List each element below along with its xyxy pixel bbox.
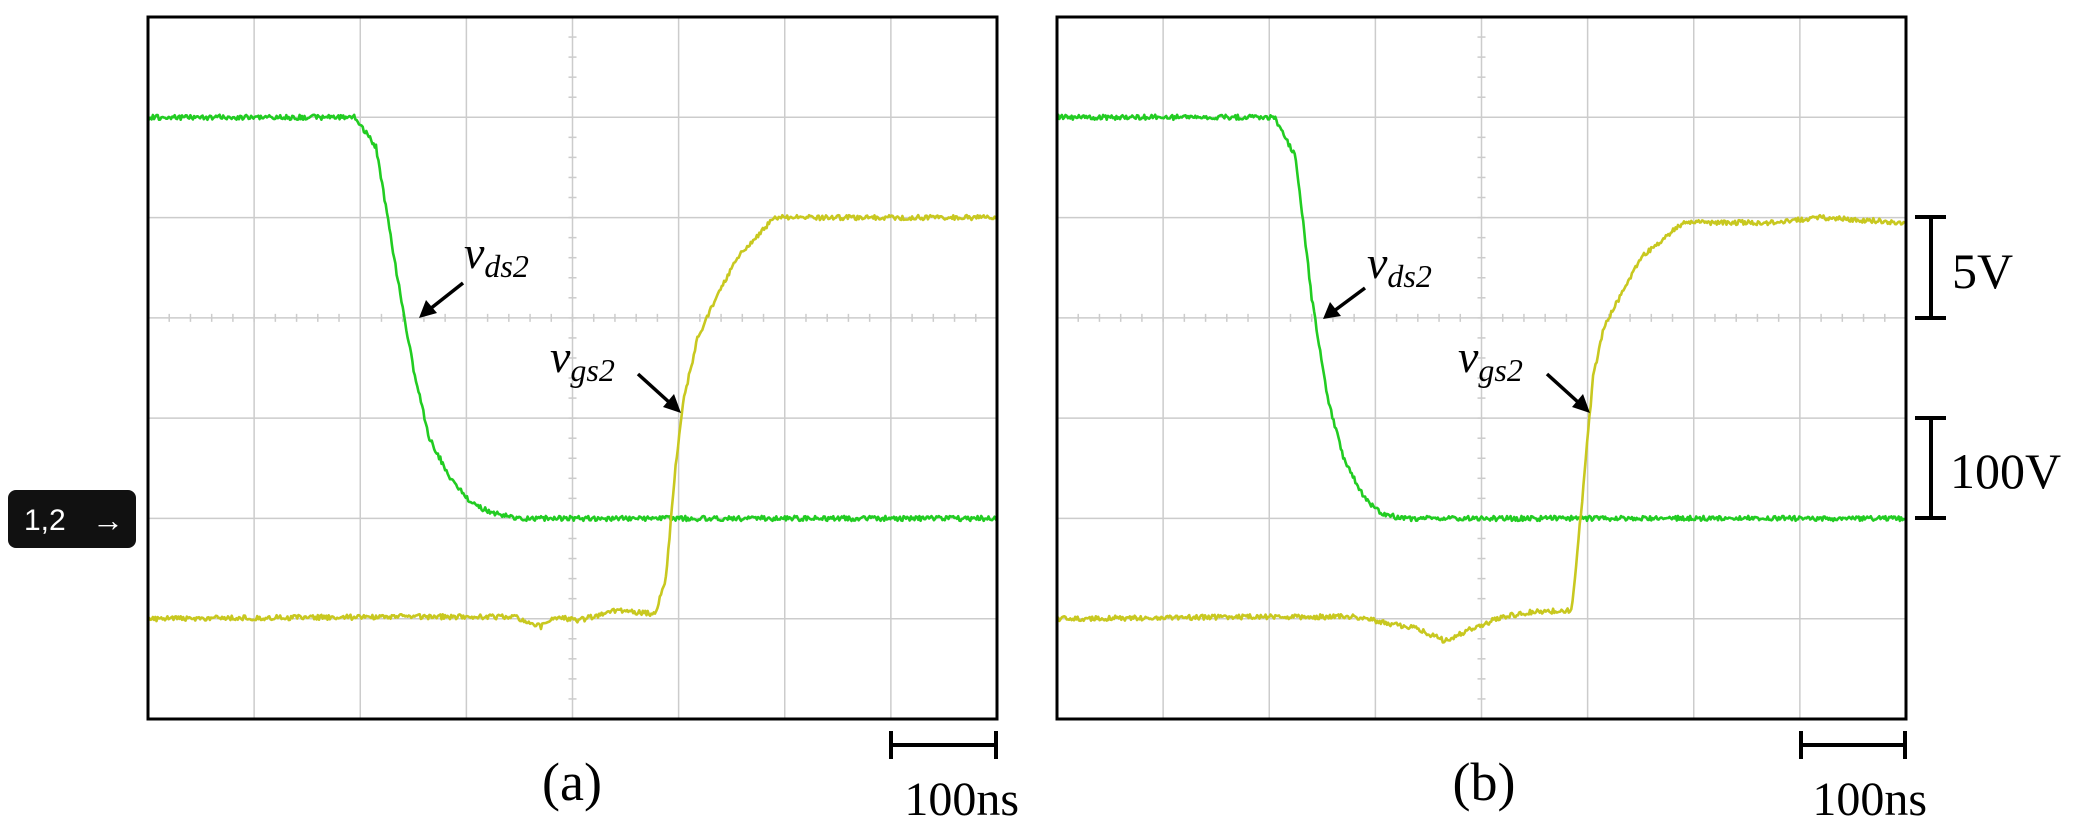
svg-text:vds2: vds2 <box>464 227 529 284</box>
svg-text:vgs2: vgs2 <box>550 331 615 388</box>
panel-a-vgs-label: vgs2 <box>550 331 615 388</box>
svg-text:vgs2: vgs2 <box>1458 331 1523 388</box>
panel-b: vds2 vgs2 100ns (b) <box>1055 15 1927 826</box>
panel-a-vds-label: vds2 <box>464 227 529 284</box>
panel-a-vds-arrow <box>419 281 465 318</box>
panel-b-vds-label: vds2 <box>1367 237 1432 294</box>
panel-b-vgs-arrow <box>1545 372 1590 413</box>
channel-marker: 1,2 → <box>8 490 136 548</box>
panel-a-traces <box>146 113 999 631</box>
panel-a-time-scale-bar <box>889 731 998 759</box>
vds-scale-label: 100V <box>1950 443 2061 499</box>
vgs-scale-bar <box>1915 215 1946 320</box>
panel-a-trace-vgs2 <box>147 213 999 631</box>
vds-scale-bar <box>1915 416 1946 520</box>
panel-a-frame <box>146 15 999 721</box>
panel-b-time-scale-bar <box>1799 731 1907 759</box>
panel-b-trace-vds2 <box>1056 113 1907 523</box>
panel-b-trace-vgs2 <box>1056 213 1907 644</box>
panel-a: vds2 vgs2 100ns (a) <box>146 15 1019 826</box>
panel-b-vds-arrow <box>1323 286 1367 319</box>
svg-text:vds2: vds2 <box>1367 237 1432 294</box>
panel-b-vgs-label: vgs2 <box>1458 331 1523 388</box>
panel-b-caption: (b) <box>1453 752 1516 812</box>
panel-b-grid <box>1056 16 1907 720</box>
panel-b-traces <box>1056 113 1907 644</box>
panel-a-vgs-arrow <box>636 372 681 413</box>
vgs-scale-label: 5V <box>1952 243 2013 299</box>
panel-b-time-scale-label: 100ns <box>1812 773 1927 826</box>
panel-a-time-scale-label: 100ns <box>904 773 1019 826</box>
channel-marker-arrow-icon: → <box>92 502 124 538</box>
channel-marker-box <box>8 490 136 548</box>
panel-b-frame <box>1055 15 1908 721</box>
panel-a-trace-vds2 <box>146 113 998 523</box>
channel-marker-label: 1,2 <box>24 504 66 537</box>
panel-a-caption: (a) <box>542 752 602 812</box>
